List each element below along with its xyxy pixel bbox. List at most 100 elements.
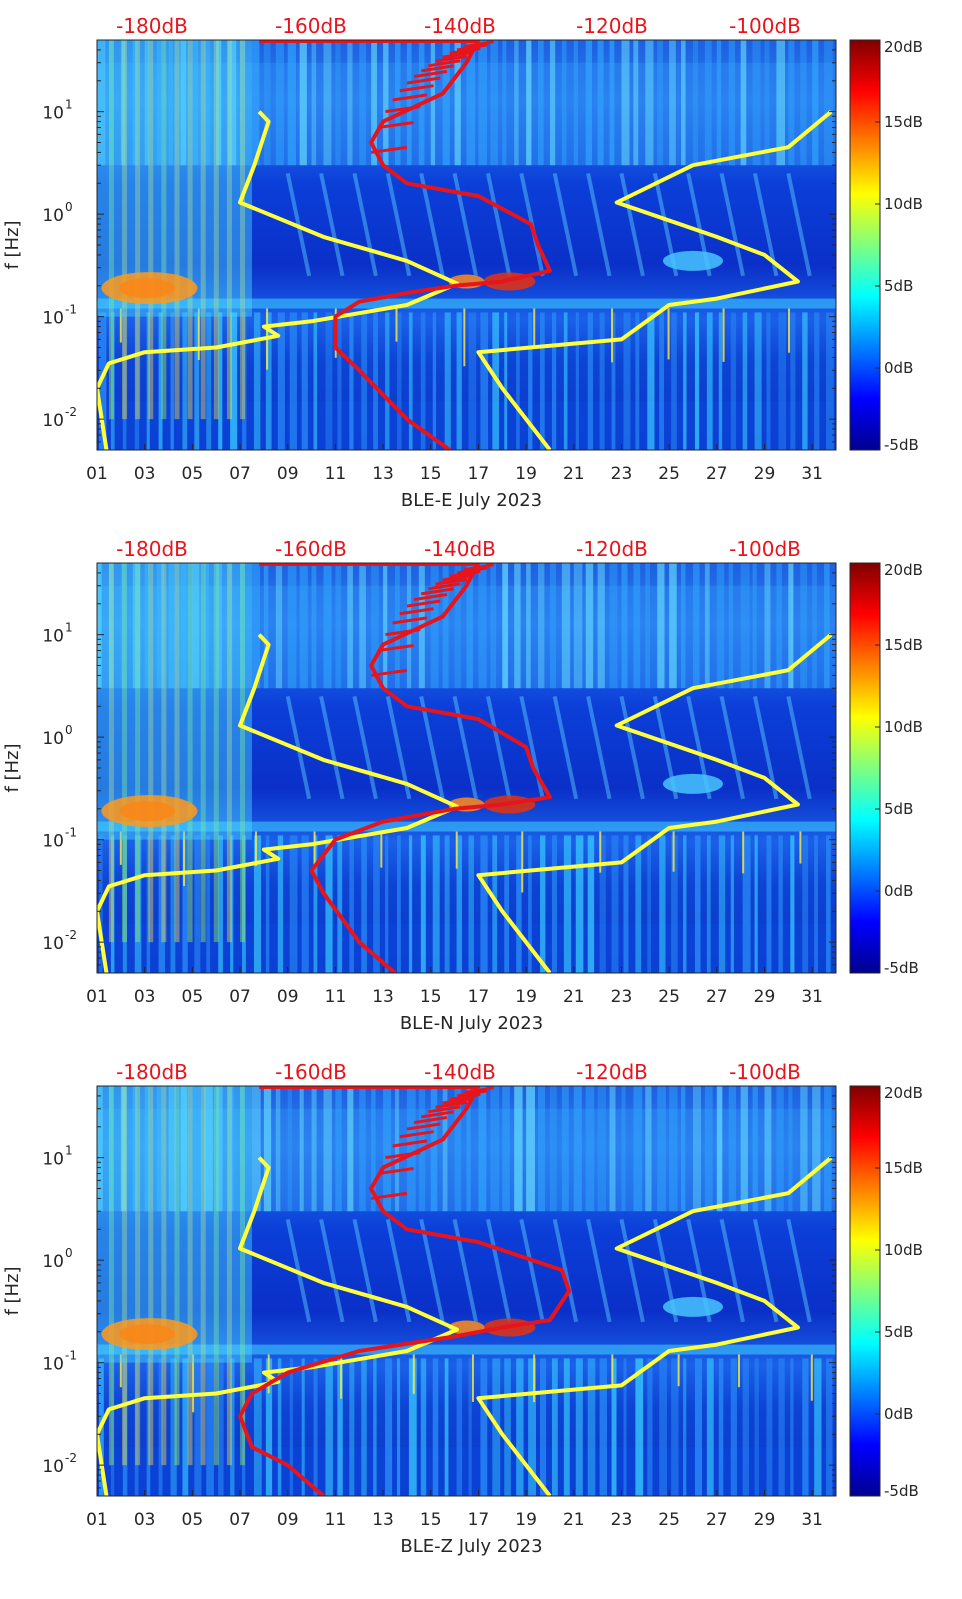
x-tick-label: 05 [182,1510,204,1530]
y-tick-label: 10 [42,309,64,329]
x-tick-label: 23 [611,464,633,484]
top-db-label: -160dB [275,1060,347,1084]
colorbar-tick-label: 10dB [884,718,923,736]
colorbar-tick-label: 15dB [884,1159,923,1177]
y-tick-label: 10 [42,206,64,226]
x-axis-label: BLE-Z July 2023 [400,1536,542,1557]
top-db-label: -180dB [116,14,188,38]
noise-band-microseism [97,298,836,309]
top-db-label: -140dB [424,14,496,38]
y-tick-exponent: 1 [65,98,73,112]
colorbar-tick-label: -5dB [884,436,919,454]
x-tick-label: 01 [86,1510,108,1530]
colorbar [849,1085,881,1497]
colorbar-tick-label: 10dB [884,1241,923,1259]
x-tick-label: 25 [658,987,680,1007]
x-tick-label: 19 [515,1510,537,1530]
x-tick-label: 29 [754,464,776,484]
curve-0 [97,633,459,973]
energy-peak-4 [662,1296,723,1317]
energy-peak-1 [101,272,198,305]
noise-band-microseism [97,821,836,832]
daily-stripes [97,40,834,450]
x-tick-label: 15 [420,464,442,484]
colorbar-tick-label: 20dB [884,38,923,56]
x-tick-label: 19 [515,464,537,484]
x-tick-label: 29 [754,987,776,1007]
curve-0 [97,110,459,450]
y-tick-label: 10 [42,104,64,124]
colorbar-tick-label: 15dB [884,636,923,654]
x-tick-label: 23 [611,987,633,1007]
colorbar [849,562,881,974]
colorbar [849,39,881,451]
top-db-label: -120dB [576,1060,648,1084]
y-tick-label: 10 [42,1457,64,1477]
y-tick-label: 10 [42,627,64,647]
x-tick-label: 31 [801,987,823,1007]
x-tick-label: 13 [372,1510,394,1530]
early-month-energy [97,40,252,317]
colorbar-tick-label: 15dB [884,113,923,131]
x-tick-label: 03 [134,464,156,484]
y-tick-label: 10 [42,729,64,749]
y-tick-exponent: -2 [65,1451,77,1465]
top-db-label: -140dB [424,1060,496,1084]
x-tick-label: 19 [515,987,537,1007]
curve-spikes [370,563,494,677]
x-tick-label: 07 [229,987,251,1007]
colorbar-tick-label: -5dB [884,959,919,977]
x-tick-label: 21 [563,987,585,1007]
x-tick-label: 05 [182,987,204,1007]
top-db-label: -100dB [729,537,801,561]
y-tick-label: 10 [42,832,64,852]
x-tick-label: 09 [277,1510,299,1530]
noise-band-microseism [97,1344,836,1355]
x-tick-label: 03 [134,1510,156,1530]
x-tick-label: 31 [801,1510,823,1530]
x-tick-label: 13 [372,987,394,1007]
early-month-energy [97,563,252,840]
x-tick-label: 21 [563,464,585,484]
daily-stripes [97,563,831,973]
x-tick-label: 17 [468,1510,490,1530]
y-tick-exponent: -1 [65,1349,77,1363]
x-tick-label: 07 [229,1510,251,1530]
top-db-label: -160dB [275,14,347,38]
colorbar-tick-label: 0dB [884,882,913,900]
top-db-label: -180dB [116,537,188,561]
x-tick-label: 17 [468,987,490,1007]
top-db-label: -120dB [576,14,648,38]
x-tick-label: 13 [372,464,394,484]
x-tick-label: 21 [563,1510,585,1530]
x-tick-label: 27 [706,1510,728,1530]
colorbar-tick-label: -5dB [884,1482,919,1500]
x-tick-label: 27 [706,464,728,484]
energy-peak-4 [662,773,723,794]
spectrogram-area [97,1086,836,1496]
y-tick-exponent: -1 [65,826,77,840]
y-tick-exponent: 0 [65,1246,73,1260]
curve-2 [333,40,552,450]
y-tick-exponent: 0 [65,200,73,214]
y-tick-label: 10 [42,1150,64,1170]
energy-peak-4 [662,250,723,271]
x-tick-label: 09 [277,464,299,484]
colorbar-tick-label: 10dB [884,195,923,213]
x-tick-label: 09 [277,987,299,1007]
early-month-energy [97,1086,252,1363]
x-tick-label: 27 [706,987,728,1007]
energy-peak-1 [101,795,198,828]
y-tick-label: 10 [42,1355,64,1375]
curve-1 [476,110,833,450]
y-tick-exponent: 0 [65,723,73,737]
y-tick-label: 10 [42,934,64,954]
curve-spikes [370,1086,494,1200]
y-tick-label: 10 [42,1252,64,1272]
x-tick-label: 29 [754,1510,776,1530]
curve-spikes [370,40,494,154]
y-tick-exponent: 1 [65,1144,73,1158]
colorbar-tick-label: 20dB [884,561,923,579]
